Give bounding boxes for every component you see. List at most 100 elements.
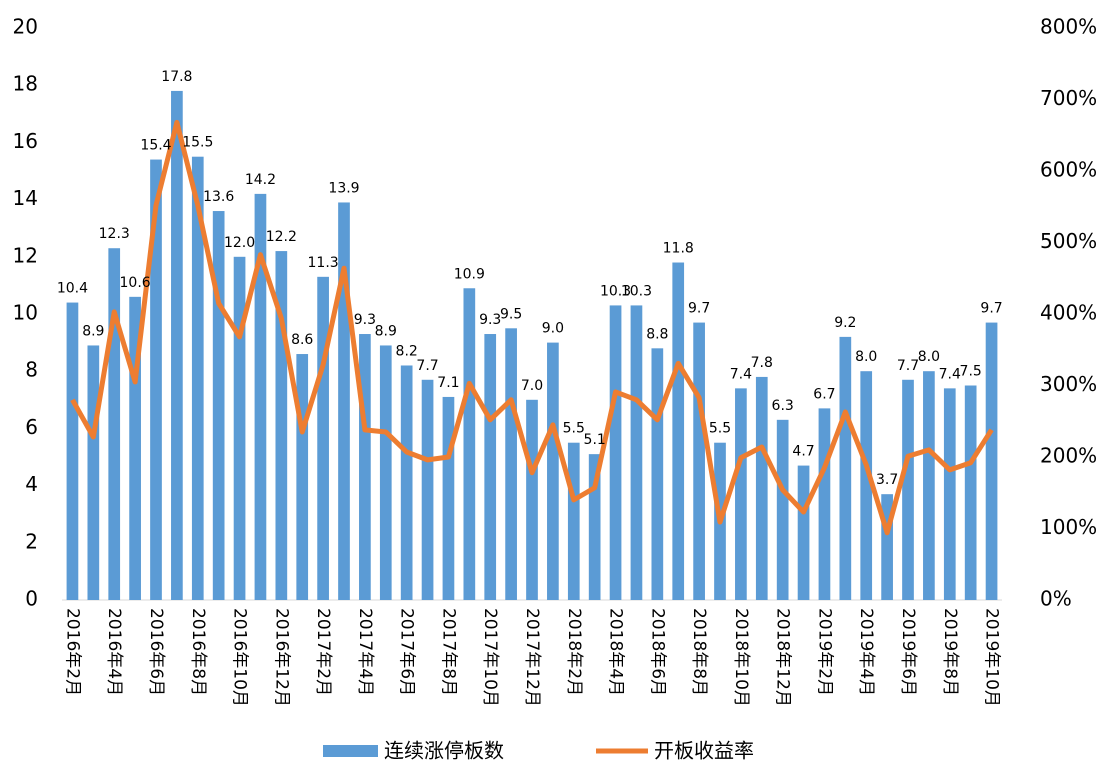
data-label: 7.8	[751, 355, 773, 371]
bar	[296, 354, 309, 600]
bar	[275, 251, 288, 600]
bar	[129, 296, 141, 600]
x-tick-label: 2018年10月	[731, 608, 751, 707]
bar	[547, 342, 559, 600]
bar	[421, 379, 434, 600]
y-tick-label: 6	[25, 415, 38, 439]
data-label: 7.0	[521, 378, 543, 394]
y2-tick-label: 500%	[1040, 229, 1097, 253]
y2-tick-label: 400%	[1040, 301, 1097, 325]
bar	[693, 322, 705, 600]
data-label: 8.8	[646, 326, 668, 342]
data-label: 9.3	[354, 312, 376, 328]
bar	[150, 159, 162, 600]
y-tick-label: 4	[25, 472, 38, 496]
bar	[359, 334, 371, 600]
y2-tick-label: 600%	[1040, 158, 1097, 182]
data-label: 12.0	[224, 235, 255, 251]
data-label: 11.3	[308, 255, 339, 271]
data-label: 7.1	[437, 375, 459, 391]
bar	[400, 365, 413, 600]
y2-tick-label: 300%	[1040, 372, 1097, 396]
bar	[923, 371, 935, 600]
x-tick-label: 2016年6月	[146, 608, 166, 696]
data-label: 9.7	[980, 301, 1002, 317]
y-tick-label: 8	[25, 358, 38, 382]
data-label: 8.2	[396, 343, 418, 359]
x-tick-label: 2018年8月	[689, 608, 709, 696]
bar	[943, 388, 956, 600]
data-label: 12.2	[266, 229, 297, 245]
data-label: 8.9	[82, 323, 104, 339]
legend: 连续涨停板数 开板收益率	[323, 739, 754, 763]
x-tick-label: 2019年2月	[814, 608, 834, 696]
x-tick-label: 2018年6月	[647, 608, 667, 696]
bar	[505, 328, 517, 600]
bar	[379, 345, 392, 600]
y-tick-label: 0	[25, 587, 38, 611]
bar	[66, 302, 79, 600]
data-label: 6.3	[772, 398, 794, 414]
data-label: 9.2	[834, 315, 856, 331]
bar	[588, 454, 601, 600]
bar	[87, 345, 100, 600]
data-label: 17.8	[161, 69, 192, 85]
data-label: 6.7	[813, 386, 835, 402]
data-label: 7.5	[960, 364, 982, 380]
bar	[735, 388, 747, 600]
bar	[818, 408, 831, 600]
data-label: 10.3	[621, 283, 652, 299]
x-tick-label: 2017年8月	[438, 608, 458, 696]
data-label: 8.9	[375, 323, 397, 339]
bar	[254, 193, 267, 600]
data-label: 7.4	[730, 366, 752, 382]
x-tick-label: 2017年4月	[355, 608, 375, 696]
bar	[567, 442, 580, 600]
y-tick-label: 16	[13, 129, 38, 153]
x-tick-label: 2019年6月	[898, 608, 918, 696]
x-tick-label: 2017年10月	[480, 608, 500, 707]
x-tick-label: 2016年8月	[188, 608, 208, 696]
data-label: 8.6	[291, 332, 313, 348]
data-label: 8.0	[918, 349, 940, 365]
y-tick-label: 10	[13, 301, 38, 325]
x-tick-label: 2016年10月	[230, 608, 250, 707]
x-tick-label: 2019年10月	[982, 608, 1002, 707]
data-label: 8.0	[855, 349, 877, 365]
data-label: 13.9	[328, 180, 359, 196]
bar	[108, 248, 121, 600]
data-label: 9.3	[479, 312, 501, 328]
data-label: 12.3	[99, 226, 130, 242]
data-label: 5.5	[709, 421, 731, 437]
data-label: 7.4	[939, 366, 961, 382]
y2-tick-label: 100%	[1040, 515, 1097, 539]
y-tick-label: 18	[13, 72, 38, 96]
x-tick-label: 2019年4月	[856, 608, 876, 696]
y-tick-label: 12	[13, 243, 38, 267]
bar	[191, 156, 204, 600]
x-tick-label: 2016年4月	[104, 608, 124, 696]
bar	[985, 322, 998, 600]
data-label: 10.4	[57, 281, 88, 297]
data-label: 7.7	[897, 358, 919, 374]
bar	[171, 90, 183, 601]
data-label: 9.7	[688, 301, 710, 317]
x-tick-label: 2017年2月	[313, 608, 333, 696]
bar	[463, 288, 476, 600]
bar	[233, 256, 246, 600]
x-tick-label: 2016年12月	[271, 608, 291, 707]
data-label: 13.6	[203, 189, 234, 205]
bar	[672, 262, 685, 600]
bar	[839, 336, 852, 600]
bar	[797, 465, 810, 600]
data-label: 9.5	[500, 306, 522, 322]
legend-label: 连续涨停板数	[384, 739, 504, 763]
data-label: 5.1	[584, 432, 606, 448]
y2-tick-label: 200%	[1040, 444, 1097, 468]
bar	[609, 305, 622, 600]
bar	[526, 399, 538, 600]
data-label: 10.9	[454, 266, 485, 282]
x-tick-label: 2017年12月	[522, 608, 542, 707]
x-tick-label: 2017年6月	[397, 608, 417, 696]
